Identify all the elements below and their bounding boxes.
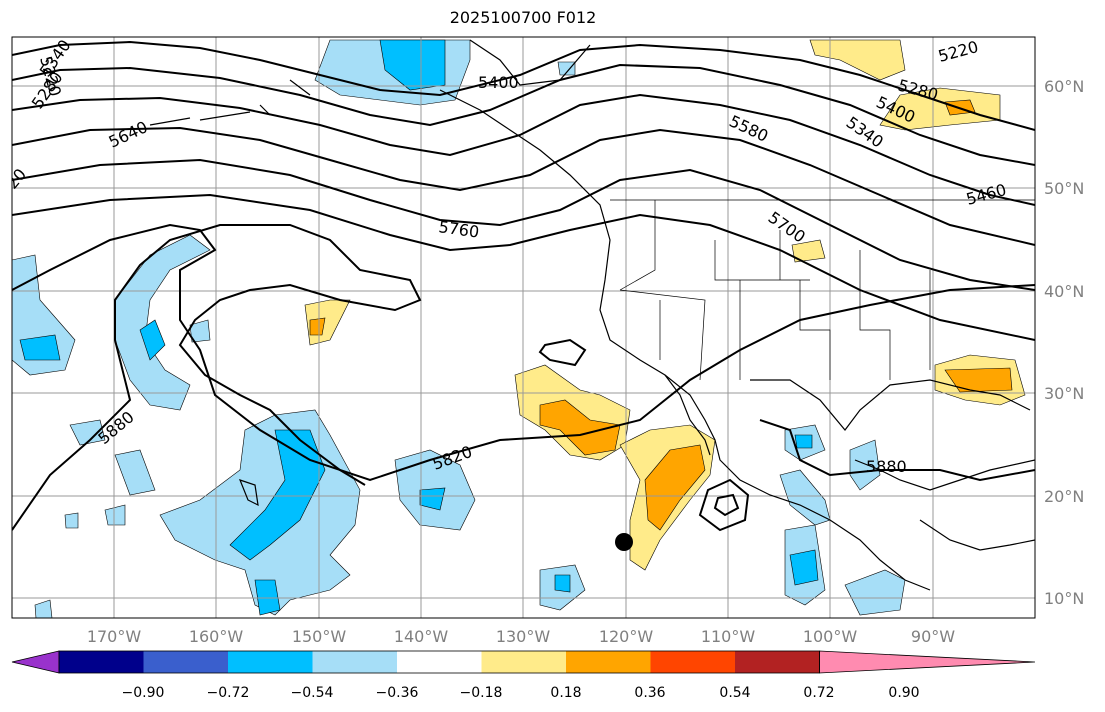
lon-tick-labels: 170°W 160°W 150°W 140°W 130°W 120°W 110°… (87, 627, 955, 646)
colorbar-tick-label: 0.36 (634, 685, 665, 701)
lon-tick-label: 160°W (189, 627, 244, 646)
map-frame (11, 36, 1036, 619)
colorbar-segment (566, 651, 651, 673)
colorbar-tick-label: 0.90 (888, 685, 919, 701)
colorbar-segment (312, 651, 398, 673)
colorbar-frame (58, 650, 820, 674)
lon-tick-label: 100°W (803, 627, 858, 646)
colorbar-segment (143, 651, 229, 673)
lat-tick-labels: 60°N 50°N 40°N 30°N 20°N 10°N (1044, 77, 1084, 608)
colorbar-tick-label: 0.18 (550, 685, 581, 701)
contour-label: 5880 (866, 457, 907, 476)
lon-tick-label: 150°W (292, 627, 347, 646)
lon-tick-label: 170°W (87, 627, 142, 646)
lat-tick-label: 30°N (1044, 384, 1084, 403)
colorbar-tick-labels: −0.90 −0.72 −0.54 −0.36 −0.18 0.18 0.36 … (122, 685, 920, 701)
colorbar-tick-label: −0.72 (207, 685, 250, 701)
colorbar-segment (59, 651, 144, 673)
colorbar-tick-label: 0.72 (803, 685, 834, 701)
colorbar-tick-label: 0.54 (719, 685, 750, 701)
lat-tick-label: 60°N (1044, 77, 1084, 96)
lat-tick-label: 20°N (1044, 487, 1084, 506)
colorbar-extension-high (819, 650, 1036, 674)
colorbar-extension-low (11, 650, 60, 674)
lon-tick-label: 140°W (394, 627, 449, 646)
lat-tick-label: 40°N (1044, 282, 1084, 301)
colorbar (11, 650, 1036, 674)
state-borders (610, 199, 1035, 381)
colorbar-tick-label: −0.18 (460, 685, 503, 701)
lon-tick-label: 90°W (911, 627, 955, 646)
colorbar-segment (735, 651, 820, 673)
colorbar-segment (228, 651, 313, 673)
coastlines (149, 39, 1035, 591)
shaded-fields (12, 39, 1026, 618)
height-contours (12, 40, 1035, 532)
lon-tick-label: 120°W (599, 627, 654, 646)
lat-tick-label: 10°N (1044, 589, 1084, 608)
storm-marker (615, 533, 633, 551)
lon-tick-label: 130°W (496, 627, 551, 646)
colorbar-segment (650, 651, 736, 673)
lon-tick-label: 110°W (701, 627, 756, 646)
colorbar-tick-label: −0.36 (376, 685, 419, 701)
contour-label: 5400 (478, 73, 519, 92)
lat-tick-label: 50°N (1044, 179, 1084, 198)
colorbar-segment (397, 651, 482, 673)
colorbar-segment (481, 651, 567, 673)
colorbar-tick-label: −0.90 (122, 685, 165, 701)
chart-title: 2025100700 F012 (449, 8, 597, 27)
colorbar-tick-label: −0.54 (291, 685, 334, 701)
